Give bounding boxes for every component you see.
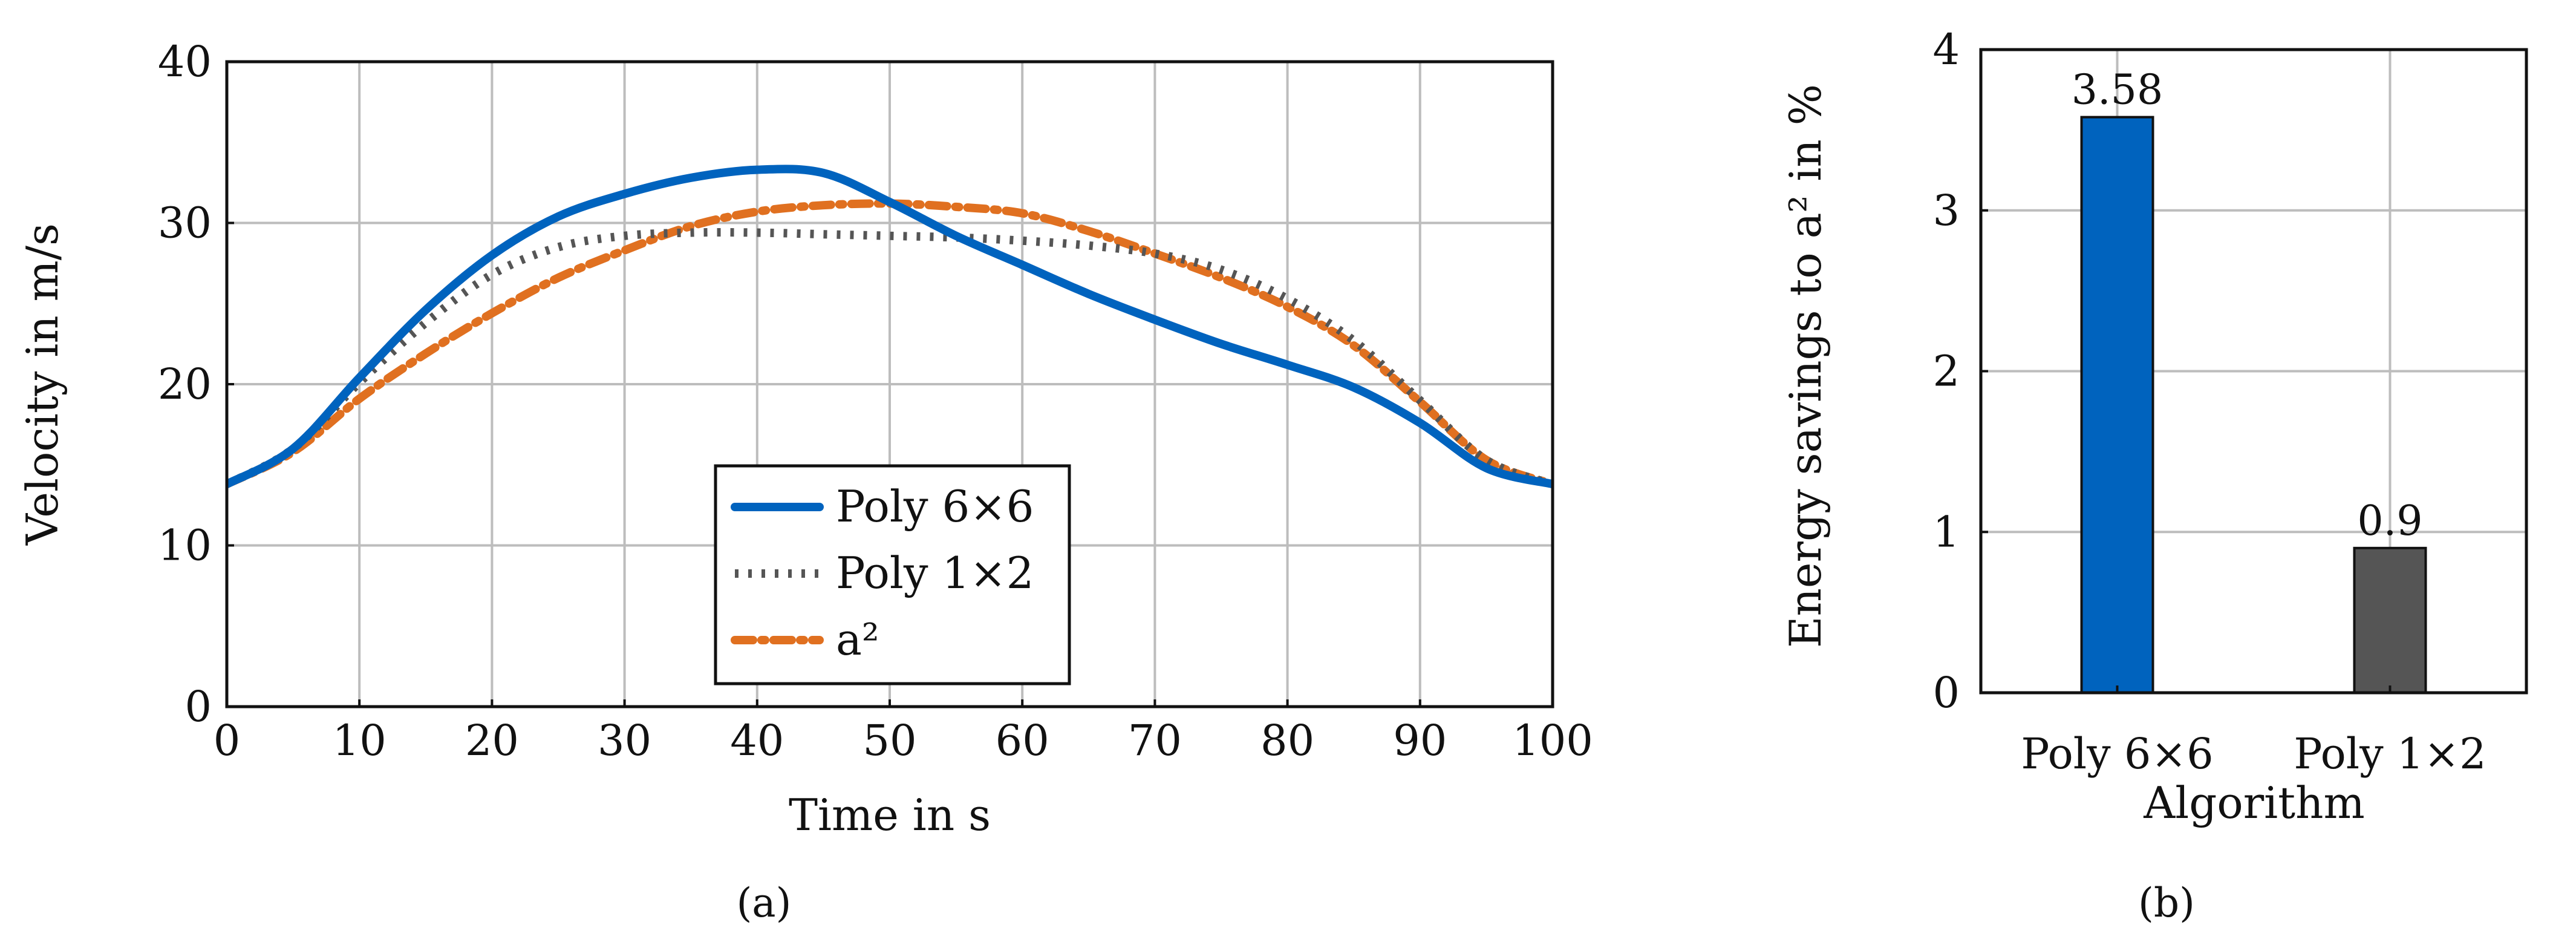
bar-value-label-poly-1x2: 0.9 <box>2357 497 2422 545</box>
y-tick-label: 0 <box>184 682 212 731</box>
x-tick-label: 40 <box>730 716 784 765</box>
bar-value-label-poly-6x6: 3.58 <box>2072 67 2163 114</box>
legend-label-a2: a² <box>836 614 879 665</box>
chart-a-panel-label: (a) <box>737 880 792 926</box>
y-tick-label: 20 <box>158 359 212 409</box>
x-tick-label-poly-1x2: Poly 1×2 <box>2294 729 2486 779</box>
chart-b-ylabel: Energy savings to a² in % <box>1780 84 1831 648</box>
chart-a-legend: Poly 6×6 Poly 1×2 a² <box>714 464 1071 685</box>
chart-a-y-ticks: 0 10 20 30 40 <box>158 37 234 731</box>
chart-b-bars: 3.58 0.9 <box>2072 67 2427 695</box>
y-tick-label: 10 <box>158 521 212 571</box>
legend-label-poly-1x2: Poly 1×2 <box>836 548 1034 598</box>
chart-b-xlabel: Algorithm <box>2143 777 2364 828</box>
chart-b-gridlines <box>1981 48 2526 694</box>
x-tick-label: 0 <box>214 716 241 765</box>
bar-poly-6x6 <box>2080 116 2154 695</box>
x-tick-label: 100 <box>1512 716 1593 765</box>
x-tick-label: 70 <box>1128 716 1182 765</box>
x-tick-label: 30 <box>598 716 651 765</box>
x-tick-label: 80 <box>1260 716 1314 765</box>
y-tick-label: 30 <box>158 198 212 248</box>
series-line-poly-6x6 <box>227 165 1553 489</box>
chart-a-xlabel: Time in s <box>789 790 991 840</box>
x-tick-label: 20 <box>465 716 519 765</box>
chart-b-y-ticks: 0 1 2 3 4 <box>1932 25 1988 718</box>
legend-box <box>714 464 1071 685</box>
chart-b-x-ticks: Poly 6×6 Poly 1×2 <box>2021 685 2486 779</box>
chart-a-ylabel: Velocity in m/s <box>17 223 68 546</box>
chart-a-x-ticks: 0 10 20 30 40 50 60 70 80 90 100 <box>214 699 1593 765</box>
chart-b-panel-label: (b) <box>2138 880 2195 926</box>
x-tick-label: 50 <box>862 716 916 765</box>
x-tick-label: 10 <box>333 716 386 765</box>
chart-a-series <box>227 165 1553 489</box>
y-tick-label: 1 <box>1932 507 1960 557</box>
y-tick-label: 0 <box>1932 668 1960 718</box>
chart-a: 0 10 20 30 40 50 60 70 80 90 100 0 10 20 30 40 Time in… <box>17 37 1593 926</box>
x-tick-label: 60 <box>996 716 1049 765</box>
y-tick-label: 4 <box>1932 25 1960 74</box>
x-tick-label-poly-6x6: Poly 6×6 <box>2021 729 2213 779</box>
x-tick-label: 90 <box>1393 716 1447 765</box>
y-tick-label: 2 <box>1932 347 1960 396</box>
bar-poly-1x2 <box>2353 546 2427 695</box>
legend-label-poly-6x6: Poly 6×6 <box>836 481 1034 532</box>
y-tick-label: 3 <box>1932 186 1960 235</box>
chart-b: 3.58 0.9 0 1 2 3 4 Poly 6×6 Poly 1×2 Algorithm… <box>1780 25 2528 926</box>
y-tick-label: 40 <box>158 37 212 87</box>
